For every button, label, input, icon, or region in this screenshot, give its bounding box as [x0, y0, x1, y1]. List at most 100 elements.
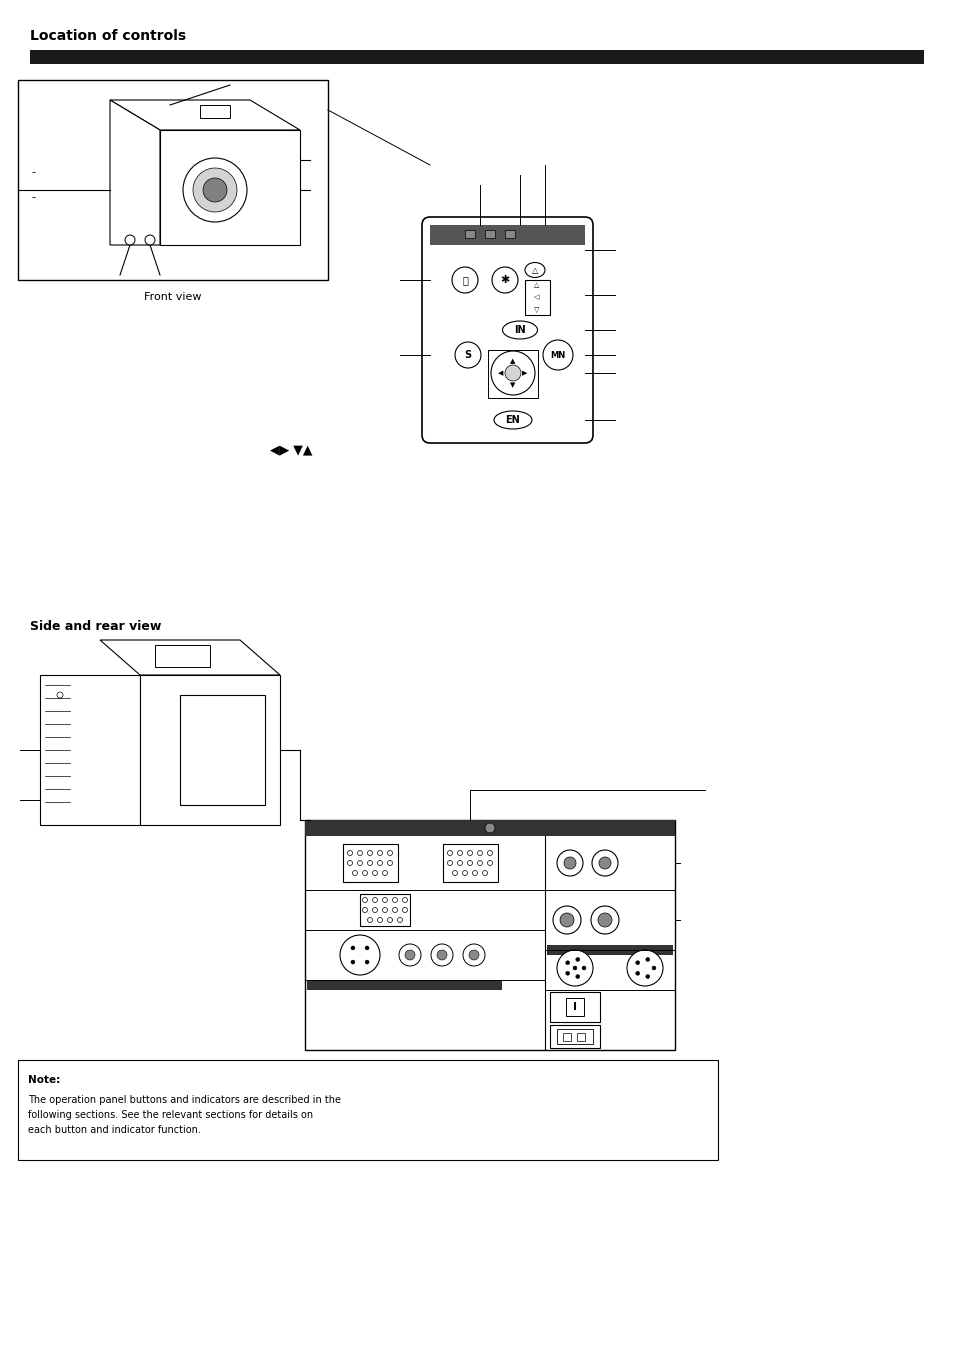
FancyBboxPatch shape: [421, 217, 593, 442]
Polygon shape: [40, 674, 140, 826]
Circle shape: [573, 966, 577, 970]
Circle shape: [635, 971, 639, 975]
Text: The operation panel buttons and indicators are described in the: The operation panel buttons and indicato…: [28, 1095, 340, 1105]
Circle shape: [387, 850, 392, 855]
Circle shape: [553, 907, 580, 934]
Circle shape: [576, 958, 579, 962]
Circle shape: [377, 861, 382, 866]
Circle shape: [467, 850, 472, 855]
Circle shape: [365, 960, 369, 965]
Bar: [430, 225, 584, 246]
Circle shape: [645, 958, 649, 962]
Circle shape: [482, 870, 487, 876]
Bar: [18, 1060, 718, 1160]
Circle shape: [563, 857, 576, 869]
Bar: [524, 281, 550, 316]
Text: ▽: ▽: [534, 308, 539, 313]
Circle shape: [457, 861, 462, 866]
Bar: [307, 979, 501, 990]
Circle shape: [487, 850, 492, 855]
Bar: [464, 229, 475, 237]
Circle shape: [402, 897, 407, 902]
Circle shape: [491, 351, 535, 395]
Circle shape: [472, 870, 477, 876]
Bar: [180, 695, 265, 805]
Polygon shape: [100, 639, 280, 674]
Circle shape: [598, 913, 612, 927]
Circle shape: [357, 861, 362, 866]
Circle shape: [590, 907, 618, 934]
Circle shape: [557, 950, 593, 986]
Bar: [442, 844, 497, 882]
Polygon shape: [200, 105, 230, 117]
Text: ▲: ▲: [510, 357, 516, 364]
Text: Location of controls: Location of controls: [30, 28, 186, 43]
Circle shape: [557, 850, 582, 876]
Circle shape: [365, 946, 369, 950]
Circle shape: [436, 950, 447, 960]
Bar: [504, 229, 515, 237]
Text: ◁: ◁: [534, 294, 539, 299]
Text: S: S: [464, 349, 471, 360]
Circle shape: [203, 178, 227, 202]
Circle shape: [452, 870, 457, 876]
Circle shape: [392, 897, 397, 902]
Bar: [484, 229, 495, 237]
Circle shape: [467, 861, 472, 866]
Circle shape: [565, 960, 569, 965]
Bar: [557, 1029, 593, 1044]
Bar: [577, 1033, 584, 1041]
Circle shape: [387, 861, 392, 866]
Polygon shape: [160, 130, 299, 246]
Bar: [359, 894, 410, 925]
Circle shape: [651, 966, 656, 970]
Text: Side and rear view: Side and rear view: [30, 621, 161, 633]
Bar: [18, 80, 328, 281]
Circle shape: [477, 861, 482, 866]
Circle shape: [462, 944, 484, 966]
Circle shape: [193, 169, 236, 212]
Text: ▼: ▼: [510, 382, 516, 389]
Bar: [343, 844, 397, 882]
Text: ✱: ✱: [499, 275, 509, 285]
Text: Front view: Front view: [144, 291, 201, 302]
Circle shape: [382, 897, 387, 902]
Text: Note:: Note:: [28, 1075, 60, 1085]
Circle shape: [447, 850, 452, 855]
Circle shape: [447, 861, 452, 866]
Circle shape: [469, 950, 478, 960]
Text: ◀: ◀: [497, 370, 503, 376]
Circle shape: [372, 908, 377, 912]
Text: –: –: [32, 169, 36, 177]
Circle shape: [382, 870, 387, 876]
Circle shape: [382, 908, 387, 912]
Bar: [30, 50, 923, 63]
Bar: [488, 349, 537, 398]
Circle shape: [377, 850, 382, 855]
Circle shape: [431, 944, 453, 966]
Circle shape: [559, 913, 574, 927]
Text: ▶: ▶: [521, 370, 527, 376]
Circle shape: [387, 917, 392, 923]
Circle shape: [402, 908, 407, 912]
Circle shape: [581, 966, 585, 970]
Circle shape: [484, 823, 495, 832]
Circle shape: [452, 267, 477, 293]
Circle shape: [183, 158, 247, 223]
Text: MN: MN: [550, 351, 565, 359]
Circle shape: [492, 267, 517, 293]
Bar: [550, 1025, 599, 1048]
Circle shape: [397, 917, 402, 923]
Ellipse shape: [502, 321, 537, 339]
Circle shape: [565, 971, 569, 975]
Circle shape: [362, 908, 367, 912]
Bar: [546, 946, 672, 955]
Circle shape: [455, 343, 480, 368]
Text: IN: IN: [514, 325, 525, 335]
Circle shape: [398, 944, 420, 966]
Text: EN: EN: [505, 415, 519, 425]
Circle shape: [405, 950, 415, 960]
Circle shape: [347, 861, 352, 866]
Circle shape: [542, 340, 573, 370]
Circle shape: [504, 366, 520, 380]
